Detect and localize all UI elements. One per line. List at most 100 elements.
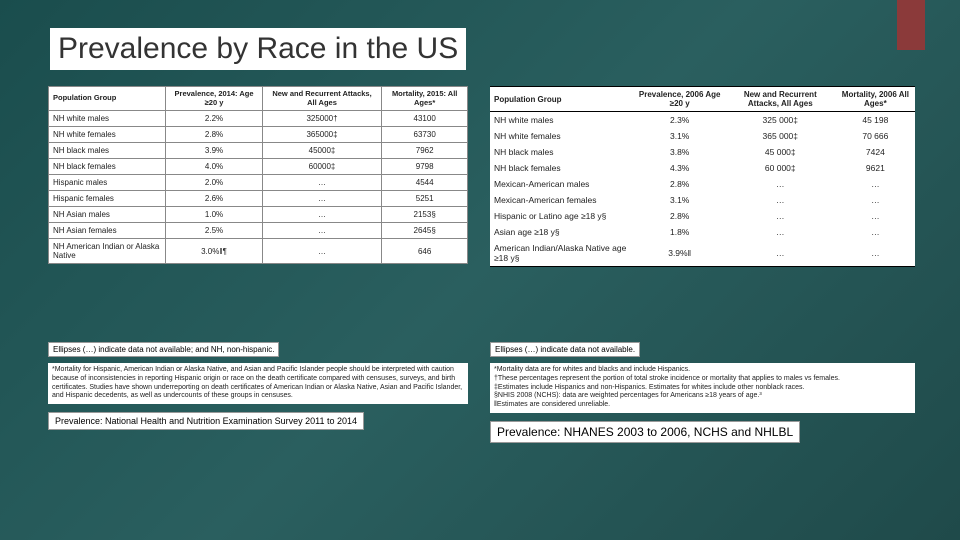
- cell: 3.8%: [635, 144, 725, 160]
- left-footnotes: *Mortality for Hispanic, American Indian…: [48, 363, 468, 404]
- table-row: NH white females2.8%365000‡63730: [49, 127, 468, 143]
- left-source: Prevalence: National Health and Nutritio…: [48, 412, 364, 430]
- cell: 365 000‡: [725, 128, 836, 144]
- cell: Mexican-American males: [490, 176, 635, 192]
- cell: NH Asian females: [49, 223, 166, 239]
- table-row: NH Asian females2.5%…2645§: [49, 223, 468, 239]
- col-header: Population Group: [49, 87, 166, 111]
- cell: …: [725, 240, 836, 267]
- cell: …: [836, 240, 915, 267]
- cell: Asian age ≥18 y§: [490, 224, 635, 240]
- cell: 1.8%: [635, 224, 725, 240]
- table-row: NH white males2.2%325000†43100: [49, 111, 468, 127]
- cell: 646: [382, 239, 468, 264]
- cell: 2153§: [382, 207, 468, 223]
- cell: 63730: [382, 127, 468, 143]
- cell: Mexican-American females: [490, 192, 635, 208]
- cell: …: [836, 208, 915, 224]
- right-notes: Ellipses (…) indicate data not available…: [490, 338, 915, 443]
- table-row: American Indian/Alaska Native age ≥18 y§…: [490, 240, 915, 267]
- right-table: Population GroupPrevalence, 2006 Age ≥20…: [490, 86, 915, 267]
- cell: 325 000‡: [725, 112, 836, 129]
- cell: 365000‡: [262, 127, 382, 143]
- cell: 2.8%: [166, 127, 262, 143]
- cell: …: [725, 208, 836, 224]
- cell: NH white males: [490, 112, 635, 129]
- table-row: NH American Indian or Alaska Native3.0%‖…: [49, 239, 468, 264]
- cell: 43100: [382, 111, 468, 127]
- left-notes: Ellipses (…) indicate data not available…: [48, 338, 468, 430]
- table-row: Hispanic or Latino age ≥18 y§2.8%……: [490, 208, 915, 224]
- cell: 2.8%: [635, 176, 725, 192]
- cell: …: [262, 223, 382, 239]
- cell: 2.5%: [166, 223, 262, 239]
- cell: 2.2%: [166, 111, 262, 127]
- table-row: NH black males3.9%45000‡7962: [49, 143, 468, 159]
- cell: 60 000‡: [725, 160, 836, 176]
- cell: …: [725, 192, 836, 208]
- cell: NH black females: [490, 160, 635, 176]
- left-ellipses-note: Ellipses (…) indicate data not available…: [48, 342, 279, 357]
- cell: NH American Indian or Alaska Native: [49, 239, 166, 264]
- cell: 9621: [836, 160, 915, 176]
- cell: 9798: [382, 159, 468, 175]
- cell: 4544: [382, 175, 468, 191]
- cell: 45 198: [836, 112, 915, 129]
- cell: 1.0%: [166, 207, 262, 223]
- cell: 2.6%: [166, 191, 262, 207]
- col-header: Mortality, 2015: All Ages*: [382, 87, 468, 111]
- slide-title: Prevalence by Race in the US: [50, 28, 466, 70]
- table-row: NH black females4.3%60 000‡9621: [490, 160, 915, 176]
- cell: American Indian/Alaska Native age ≥18 y§: [490, 240, 635, 267]
- cell: …: [836, 176, 915, 192]
- cell: Hispanic males: [49, 175, 166, 191]
- cell: 7962: [382, 143, 468, 159]
- cell: 2.8%: [635, 208, 725, 224]
- cell: 2645§: [382, 223, 468, 239]
- cell: NH white males: [49, 111, 166, 127]
- cell: 3.9%‖: [635, 240, 725, 267]
- col-header: New and Recurrent Attacks, All Ages: [262, 87, 382, 111]
- right-footnotes: *Mortality data are for whites and black…: [490, 363, 915, 413]
- col-header: Prevalence, 2006 Age ≥20 y: [635, 87, 725, 112]
- left-table: Population GroupPrevalence, 2014: Age ≥2…: [48, 86, 468, 264]
- col-header: New and Recurrent Attacks, All Ages: [725, 87, 836, 112]
- table-row: Mexican-American females3.1%……: [490, 192, 915, 208]
- cell: …: [836, 224, 915, 240]
- cell: NH white females: [49, 127, 166, 143]
- cell: NH white females: [490, 128, 635, 144]
- table-row: NH black females4.0%60000‡9798: [49, 159, 468, 175]
- cell: 5251: [382, 191, 468, 207]
- table-row: NH black males3.8%45 000‡7424: [490, 144, 915, 160]
- table-row: Mexican-American males2.8%……: [490, 176, 915, 192]
- right-table-panel: Population GroupPrevalence, 2006 Age ≥20…: [490, 86, 915, 267]
- cell: 7424: [836, 144, 915, 160]
- table-row: Hispanic males2.0%…4544: [49, 175, 468, 191]
- col-header: Prevalence, 2014: Age ≥20 y: [166, 87, 262, 111]
- cell: NH black males: [490, 144, 635, 160]
- right-source: Prevalence: NHANES 2003 to 2006, NCHS an…: [490, 421, 800, 443]
- table-row: NH white females3.1%365 000‡70 666: [490, 128, 915, 144]
- cell: 45000‡: [262, 143, 382, 159]
- table-row: Asian age ≥18 y§1.8%……: [490, 224, 915, 240]
- right-ellipses-note: Ellipses (…) indicate data not available…: [490, 342, 640, 357]
- cell: 3.1%: [635, 128, 725, 144]
- cell: 3.9%: [166, 143, 262, 159]
- cell: NH black females: [49, 159, 166, 175]
- cell: 4.0%: [166, 159, 262, 175]
- cell: …: [725, 176, 836, 192]
- accent-bar: [897, 0, 925, 50]
- cell: …: [262, 191, 382, 207]
- cell: 70 666: [836, 128, 915, 144]
- table-row: NH Asian males1.0%…2153§: [49, 207, 468, 223]
- cell: 45 000‡: [725, 144, 836, 160]
- cell: 2.3%: [635, 112, 725, 129]
- cell: NH Asian males: [49, 207, 166, 223]
- cell: 3.1%: [635, 192, 725, 208]
- col-header: Population Group: [490, 87, 635, 112]
- cell: NH black males: [49, 143, 166, 159]
- cell: 2.0%: [166, 175, 262, 191]
- cell: …: [836, 192, 915, 208]
- left-table-panel: Population GroupPrevalence, 2014: Age ≥2…: [48, 86, 468, 264]
- table-row: NH white males2.3%325 000‡45 198: [490, 112, 915, 129]
